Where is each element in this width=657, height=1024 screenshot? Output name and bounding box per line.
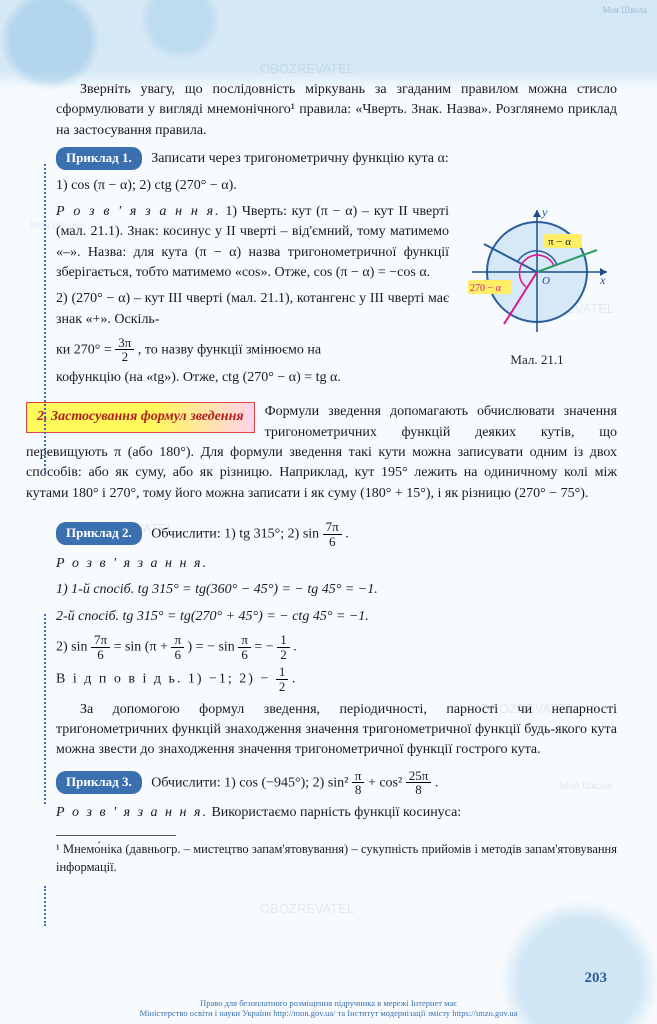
credit-line-2: Міністерство освіти і науки України http… <box>0 1008 657 1018</box>
footnote: ¹ Мнемо́ніка (давньогр. – мистецтво запа… <box>56 840 617 876</box>
ex3-task-mid: + cos² <box>368 775 406 790</box>
pi-minus-alpha-label: π − α <box>548 236 571 248</box>
ex3-task-post: . <box>435 775 439 790</box>
after-ex2-paragraph: За допомогою формул зведення, періодично… <box>56 700 617 761</box>
example-1-task: Записати через тригонометричну функцію к… <box>151 151 449 166</box>
ex2-task-pre: Обчислити: 1) tg 315°; 2) sin <box>151 526 322 541</box>
frac-pi-6-b: π6 <box>238 633 251 661</box>
dotted-rule-3 <box>44 886 46 926</box>
ex2-l3-m1: = sin (π + <box>114 639 172 654</box>
example-1-badge: Приклад 1. <box>56 147 142 170</box>
ex2-line2: 2-й спосіб. tg 315° = tg(270° + 45°) = −… <box>56 607 617 627</box>
section-2-title: 2. Застосування формул зведення <box>26 402 255 432</box>
bottom-credits: Право для безоплатного розміщення підруч… <box>0 998 657 1018</box>
ex2-task-post: . <box>345 526 349 541</box>
frac-7pi-6-a: 7π6 <box>323 520 342 548</box>
ex2-ans-pre: В і д п о в і д ь. 1) −1; 2) − <box>56 672 276 687</box>
origin-label: O <box>542 275 550 287</box>
example-3-badge: Приклад 3. <box>56 771 142 794</box>
ex3-sol-body: Використаємо парність функції косинуса: <box>211 805 461 820</box>
credit-line-1: Право для безоплатного розміщення підруч… <box>0 998 657 1008</box>
solution-title-3: Р о з в ' я з а н н я. <box>56 805 208 820</box>
y-axis-label: y <box>541 205 548 219</box>
example-2-badge: Приклад 2. <box>56 522 142 545</box>
page-content: Зверніть увагу, що послідовність міркува… <box>0 0 657 896</box>
dotted-rule-2 <box>44 614 46 804</box>
ex2-l3-pre: 2) sin <box>56 639 91 654</box>
frac-1-2-b: 12 <box>276 665 289 693</box>
frac-pi-8: π8 <box>352 769 365 797</box>
ex2-line1: 1) 1-й спосіб. tg 315° = tg(360° − 45°) … <box>56 580 617 600</box>
figure-caption: Мал. 21.1 <box>457 351 617 370</box>
intro-paragraph: Зверніть увагу, що послідовність міркува… <box>56 80 617 141</box>
ex2-l3-m3: = − <box>254 639 277 654</box>
270-minus-alpha-label: 270 − α <box>470 283 502 294</box>
ex1-b3-post: , то назву функції змінюємо на <box>138 342 321 357</box>
ex2-line3: 2) sin 7π6 = sin (π + π6 ) = − sin π6 = … <box>56 633 617 661</box>
frac-7pi-6-b: 7π6 <box>91 633 110 661</box>
dotted-rule-1 <box>44 164 46 474</box>
footnote-rule <box>56 835 176 836</box>
ex1-b3-pre: ки 270° = <box>56 342 115 357</box>
example-1-heading: Приклад 1. Записати через тригонометричн… <box>56 147 617 170</box>
ex2-l3-m2: ) = − sin <box>188 639 239 654</box>
solution-title-2: Р о з в ' я з а н н я. <box>56 554 617 574</box>
ex1-body4: кофункцію (на «tg»). Отже, ctg (270° − α… <box>56 368 617 388</box>
x-axis-label: x <box>599 273 606 287</box>
example-1-items: 1) cos (π − α); 2) ctg (270° − α). <box>56 176 617 196</box>
solution-title-1: Р о з в ' я з а н н я. <box>56 204 221 219</box>
ex2-ans-post: . <box>292 672 296 687</box>
ex2-answer: В і д п о в і д ь. 1) −1; 2) − 12 . <box>56 665 617 693</box>
example-2-heading: Приклад 2. Обчислити: 1) tg 315°; 2) sin… <box>56 520 617 548</box>
frac-3pi-2: 3π2 <box>115 336 134 364</box>
ex3-task-pre: Обчислити: 1) cos (−945°); 2) sin² <box>151 775 352 790</box>
frac-25pi-8: 25π8 <box>406 769 432 797</box>
unit-circle-svg: x y O π − α 270 − α <box>462 202 612 342</box>
figure-21-1: x y O π − α 270 − α Мал. 21.1 <box>457 202 617 370</box>
frac-pi-6-a: π6 <box>171 633 184 661</box>
ex3-solution: Р о з в ' я з а н н я. Використаємо парн… <box>56 803 617 823</box>
page-number: 203 <box>585 968 608 990</box>
frac-1-2-a: 12 <box>277 633 290 661</box>
example-3-heading: Приклад 3. Обчислити: 1) cos (−945°); 2)… <box>56 769 617 797</box>
ex2-l3-post: . <box>293 639 297 654</box>
